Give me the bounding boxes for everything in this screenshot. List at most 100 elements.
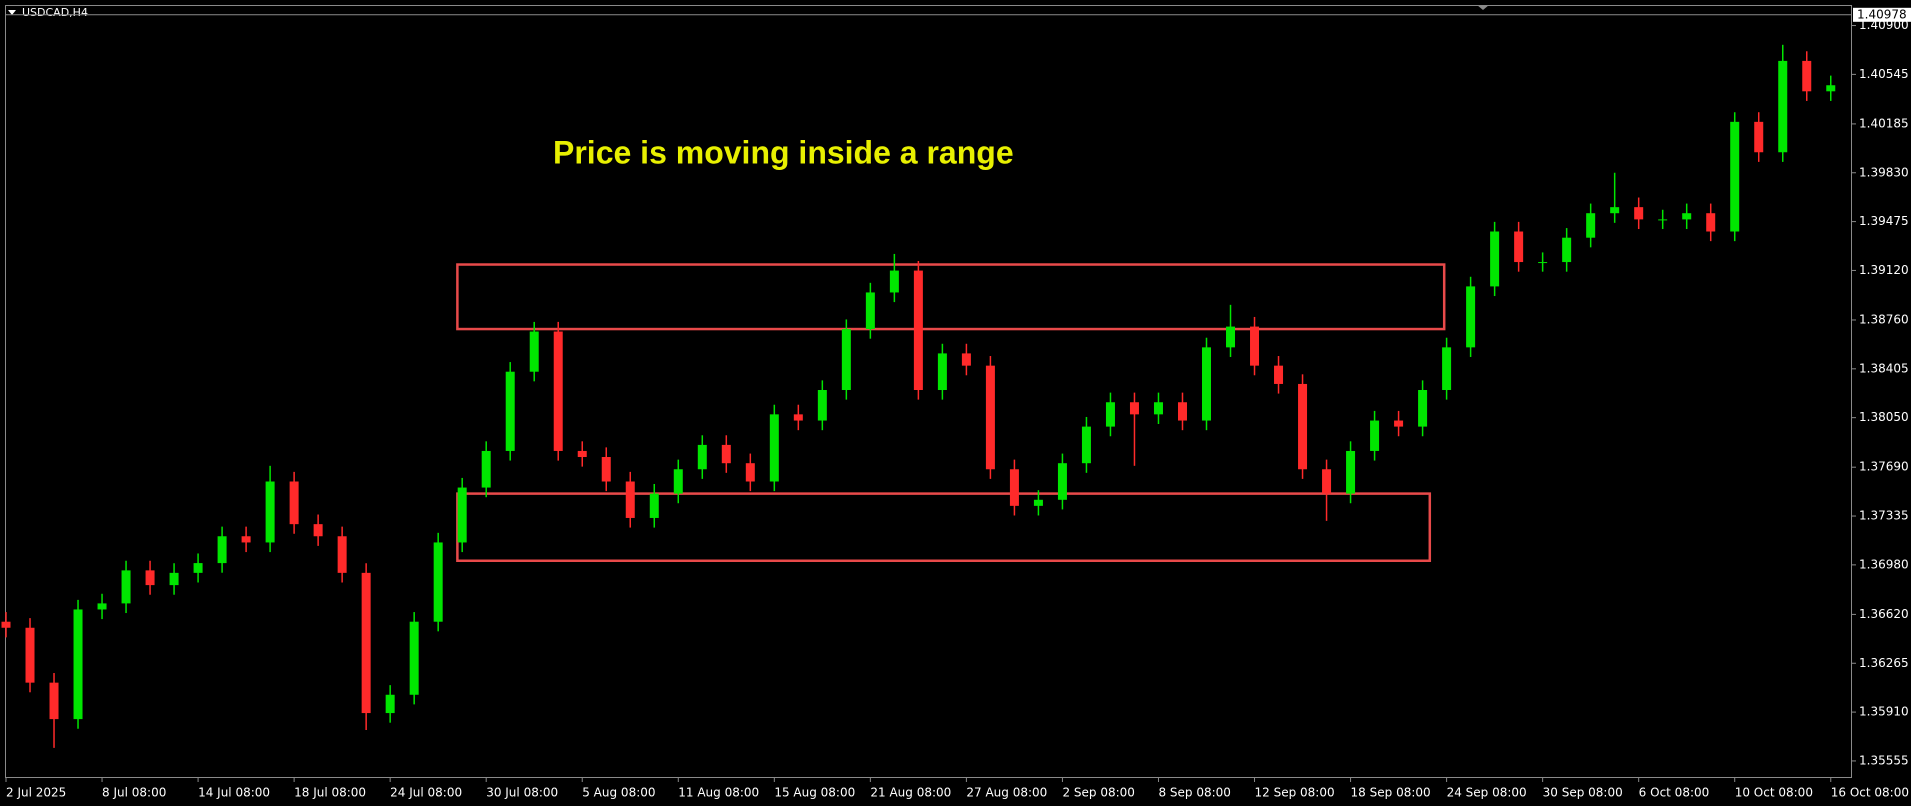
candle-body <box>1226 326 1236 348</box>
candle-body <box>289 481 299 525</box>
y-tick-label: 1.38405 <box>1859 361 1909 375</box>
candle-body <box>1418 390 1428 427</box>
x-tick-label: 8 Sep 08:00 <box>1158 786 1230 800</box>
candle-body <box>193 563 203 573</box>
candle-body <box>769 414 779 482</box>
x-tick-label: 24 Jul 08:00 <box>390 786 462 800</box>
candle-body <box>1706 213 1716 232</box>
candle-body <box>433 542 443 622</box>
y-tick-label: 1.40185 <box>1859 116 1909 130</box>
candle-body <box>481 450 491 488</box>
candle-body <box>1538 262 1548 264</box>
candle-body <box>1778 60 1788 153</box>
y-tick-label: 1.40545 <box>1859 67 1909 81</box>
candle-body <box>1202 347 1211 421</box>
x-tick-label: 2 Jul 2025 <box>6 786 66 800</box>
candle-body <box>73 609 83 720</box>
candle-body <box>145 570 155 586</box>
candle-body <box>1442 347 1452 391</box>
candle-body <box>1009 469 1019 506</box>
candle-body <box>1514 231 1524 263</box>
range-zone <box>456 263 1446 331</box>
y-tick-label: 1.36980 <box>1859 557 1909 571</box>
candle-body <box>1562 237 1572 263</box>
y-tick-label: 1.39830 <box>1859 165 1909 179</box>
x-tick-label: 6 Oct 08:00 <box>1639 786 1710 800</box>
candle-body <box>1250 326 1260 366</box>
candle-body <box>1634 207 1644 220</box>
x-tick-label: 27 Aug 08:00 <box>966 786 1047 800</box>
x-tick-label: 11 Aug 08:00 <box>678 786 759 800</box>
candle-body <box>793 414 803 421</box>
x-tick-label: 15 Aug 08:00 <box>774 786 855 800</box>
y-tick-label: 1.38050 <box>1859 410 1909 424</box>
candle-body <box>1274 365 1284 384</box>
x-tick-label: 14 Jul 08:00 <box>198 786 270 800</box>
candle-body <box>649 493 659 518</box>
candle-body <box>409 621 419 695</box>
y-tick-label: 1.38760 <box>1859 312 1909 326</box>
candle-body <box>865 292 875 330</box>
candle-body <box>313 524 323 537</box>
candle-body <box>841 329 851 391</box>
candle-body <box>1057 463 1067 500</box>
current-price-box <box>1853 7 1911 22</box>
candle-body <box>457 487 467 543</box>
x-tick-label: 18 Sep 08:00 <box>1351 786 1431 800</box>
candle-body <box>385 694 395 714</box>
x-tick-label: 24 Sep 08:00 <box>1447 786 1527 800</box>
candle-body <box>745 463 755 482</box>
x-tick-label: 21 Aug 08:00 <box>870 786 951 800</box>
symbol-label: USDCAD,H4 <box>22 6 88 19</box>
candle-body <box>913 270 923 391</box>
current-price-label: 1.40978 <box>1857 7 1907 21</box>
y-tick-label: 1.37690 <box>1859 460 1909 474</box>
candle-body <box>1754 121 1764 153</box>
plot-frame <box>5 5 1852 778</box>
candle-body <box>697 444 707 470</box>
y-tick-label: 1.37335 <box>1859 509 1909 523</box>
candle-body <box>265 481 275 543</box>
x-tick-label: 30 Jul 08:00 <box>486 786 558 800</box>
candle-body <box>241 536 251 543</box>
candle-body <box>889 270 899 293</box>
candle-body <box>1153 402 1163 415</box>
y-tick-label: 1.39120 <box>1859 263 1909 277</box>
candle-body <box>553 331 563 451</box>
y-tick-label: 1.35555 <box>1859 753 1909 767</box>
candle-body <box>1490 231 1500 287</box>
candle-body <box>337 536 347 573</box>
annotation: Price is moving inside a range <box>553 134 1014 170</box>
candle-body <box>1081 426 1091 464</box>
candle-body <box>1826 85 1836 92</box>
candle-body <box>625 481 635 518</box>
menu-triangle <box>8 10 16 15</box>
candle-body <box>1466 286 1476 348</box>
candle-body <box>1394 420 1404 427</box>
candle-body <box>25 627 35 683</box>
y-tick-label: 1.36620 <box>1859 607 1909 621</box>
candle-body <box>1177 402 1187 421</box>
candle-body <box>1129 402 1139 415</box>
candle-body <box>961 353 971 366</box>
x-tick-label: 18 Jul 08:00 <box>294 786 366 800</box>
candle-body <box>673 469 683 494</box>
x-tick-label: 2 Sep 08:00 <box>1062 786 1134 800</box>
candle-body <box>1322 469 1332 494</box>
candle-body <box>529 331 539 372</box>
candle-body <box>1586 213 1596 238</box>
x-tick-label: 30 Sep 08:00 <box>1543 786 1623 800</box>
candle-body <box>1730 121 1740 232</box>
candle-body <box>1610 207 1620 214</box>
candle-body <box>1033 499 1043 506</box>
x-tick-label: 12 Sep 08:00 <box>1255 786 1335 800</box>
x-tick-label: 10 Oct 08:00 <box>1735 786 1813 800</box>
candle-body <box>1682 213 1692 220</box>
candle-body <box>49 682 59 720</box>
candle-body <box>937 353 947 391</box>
candle-body <box>121 570 131 604</box>
y-tick-label: 1.36265 <box>1859 656 1909 670</box>
